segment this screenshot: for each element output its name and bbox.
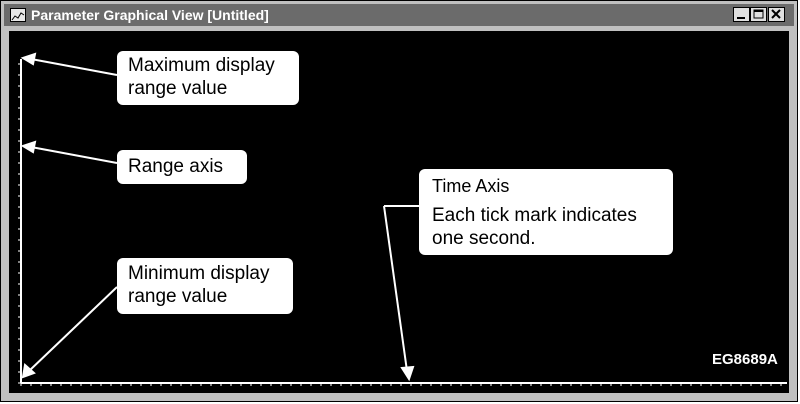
- time-axis-title: Time Axis: [432, 176, 510, 196]
- graph-axes: [18, 52, 787, 386]
- range-axis-arrow: [30, 146, 118, 164]
- min-range-line2: range value: [128, 286, 228, 307]
- close-button[interactable]: [768, 7, 785, 22]
- minimize-button[interactable]: [733, 7, 750, 22]
- title-bar[interactable]: Parameter Graphical View [Untitled]: [4, 4, 794, 26]
- maximize-icon: [753, 9, 764, 19]
- min-range-callout: Minimum display range value: [117, 258, 293, 314]
- min-range-arrow: [28, 286, 118, 372]
- max-range-arrow: [30, 58, 118, 76]
- max-range-arrowhead: [20, 52, 37, 66]
- close-icon: [771, 9, 781, 19]
- min-range-line1: Minimum display: [128, 263, 270, 284]
- app-icon: [10, 8, 26, 22]
- range-axis-arrowhead: [20, 140, 37, 154]
- range-axis-callout: Range axis: [117, 150, 247, 184]
- time-axis-arrow: [383, 205, 408, 372]
- max-range-line2: range value: [128, 78, 228, 99]
- window-title: Parameter Graphical View [Untitled]: [31, 7, 269, 23]
- range-axis-label: Range axis: [128, 156, 224, 177]
- time-axis-line1: Each tick mark indicates: [432, 205, 637, 226]
- reference-code: EG8689A: [712, 351, 778, 368]
- maximize-button[interactable]: [750, 7, 767, 22]
- time-axis-callout: Time Axis Each tick mark indicates one s…: [419, 169, 673, 255]
- max-range-line1: Maximum display: [128, 55, 275, 76]
- max-range-callout: Maximum display range value: [117, 51, 299, 105]
- min-range-arrowhead: [21, 363, 36, 379]
- graph-panel: Maximum display range value Range axis M…: [9, 31, 789, 393]
- time-axis-line2: one second.: [432, 228, 536, 249]
- minimize-icon: [737, 17, 745, 19]
- time-axis-arrowhead: [400, 365, 415, 382]
